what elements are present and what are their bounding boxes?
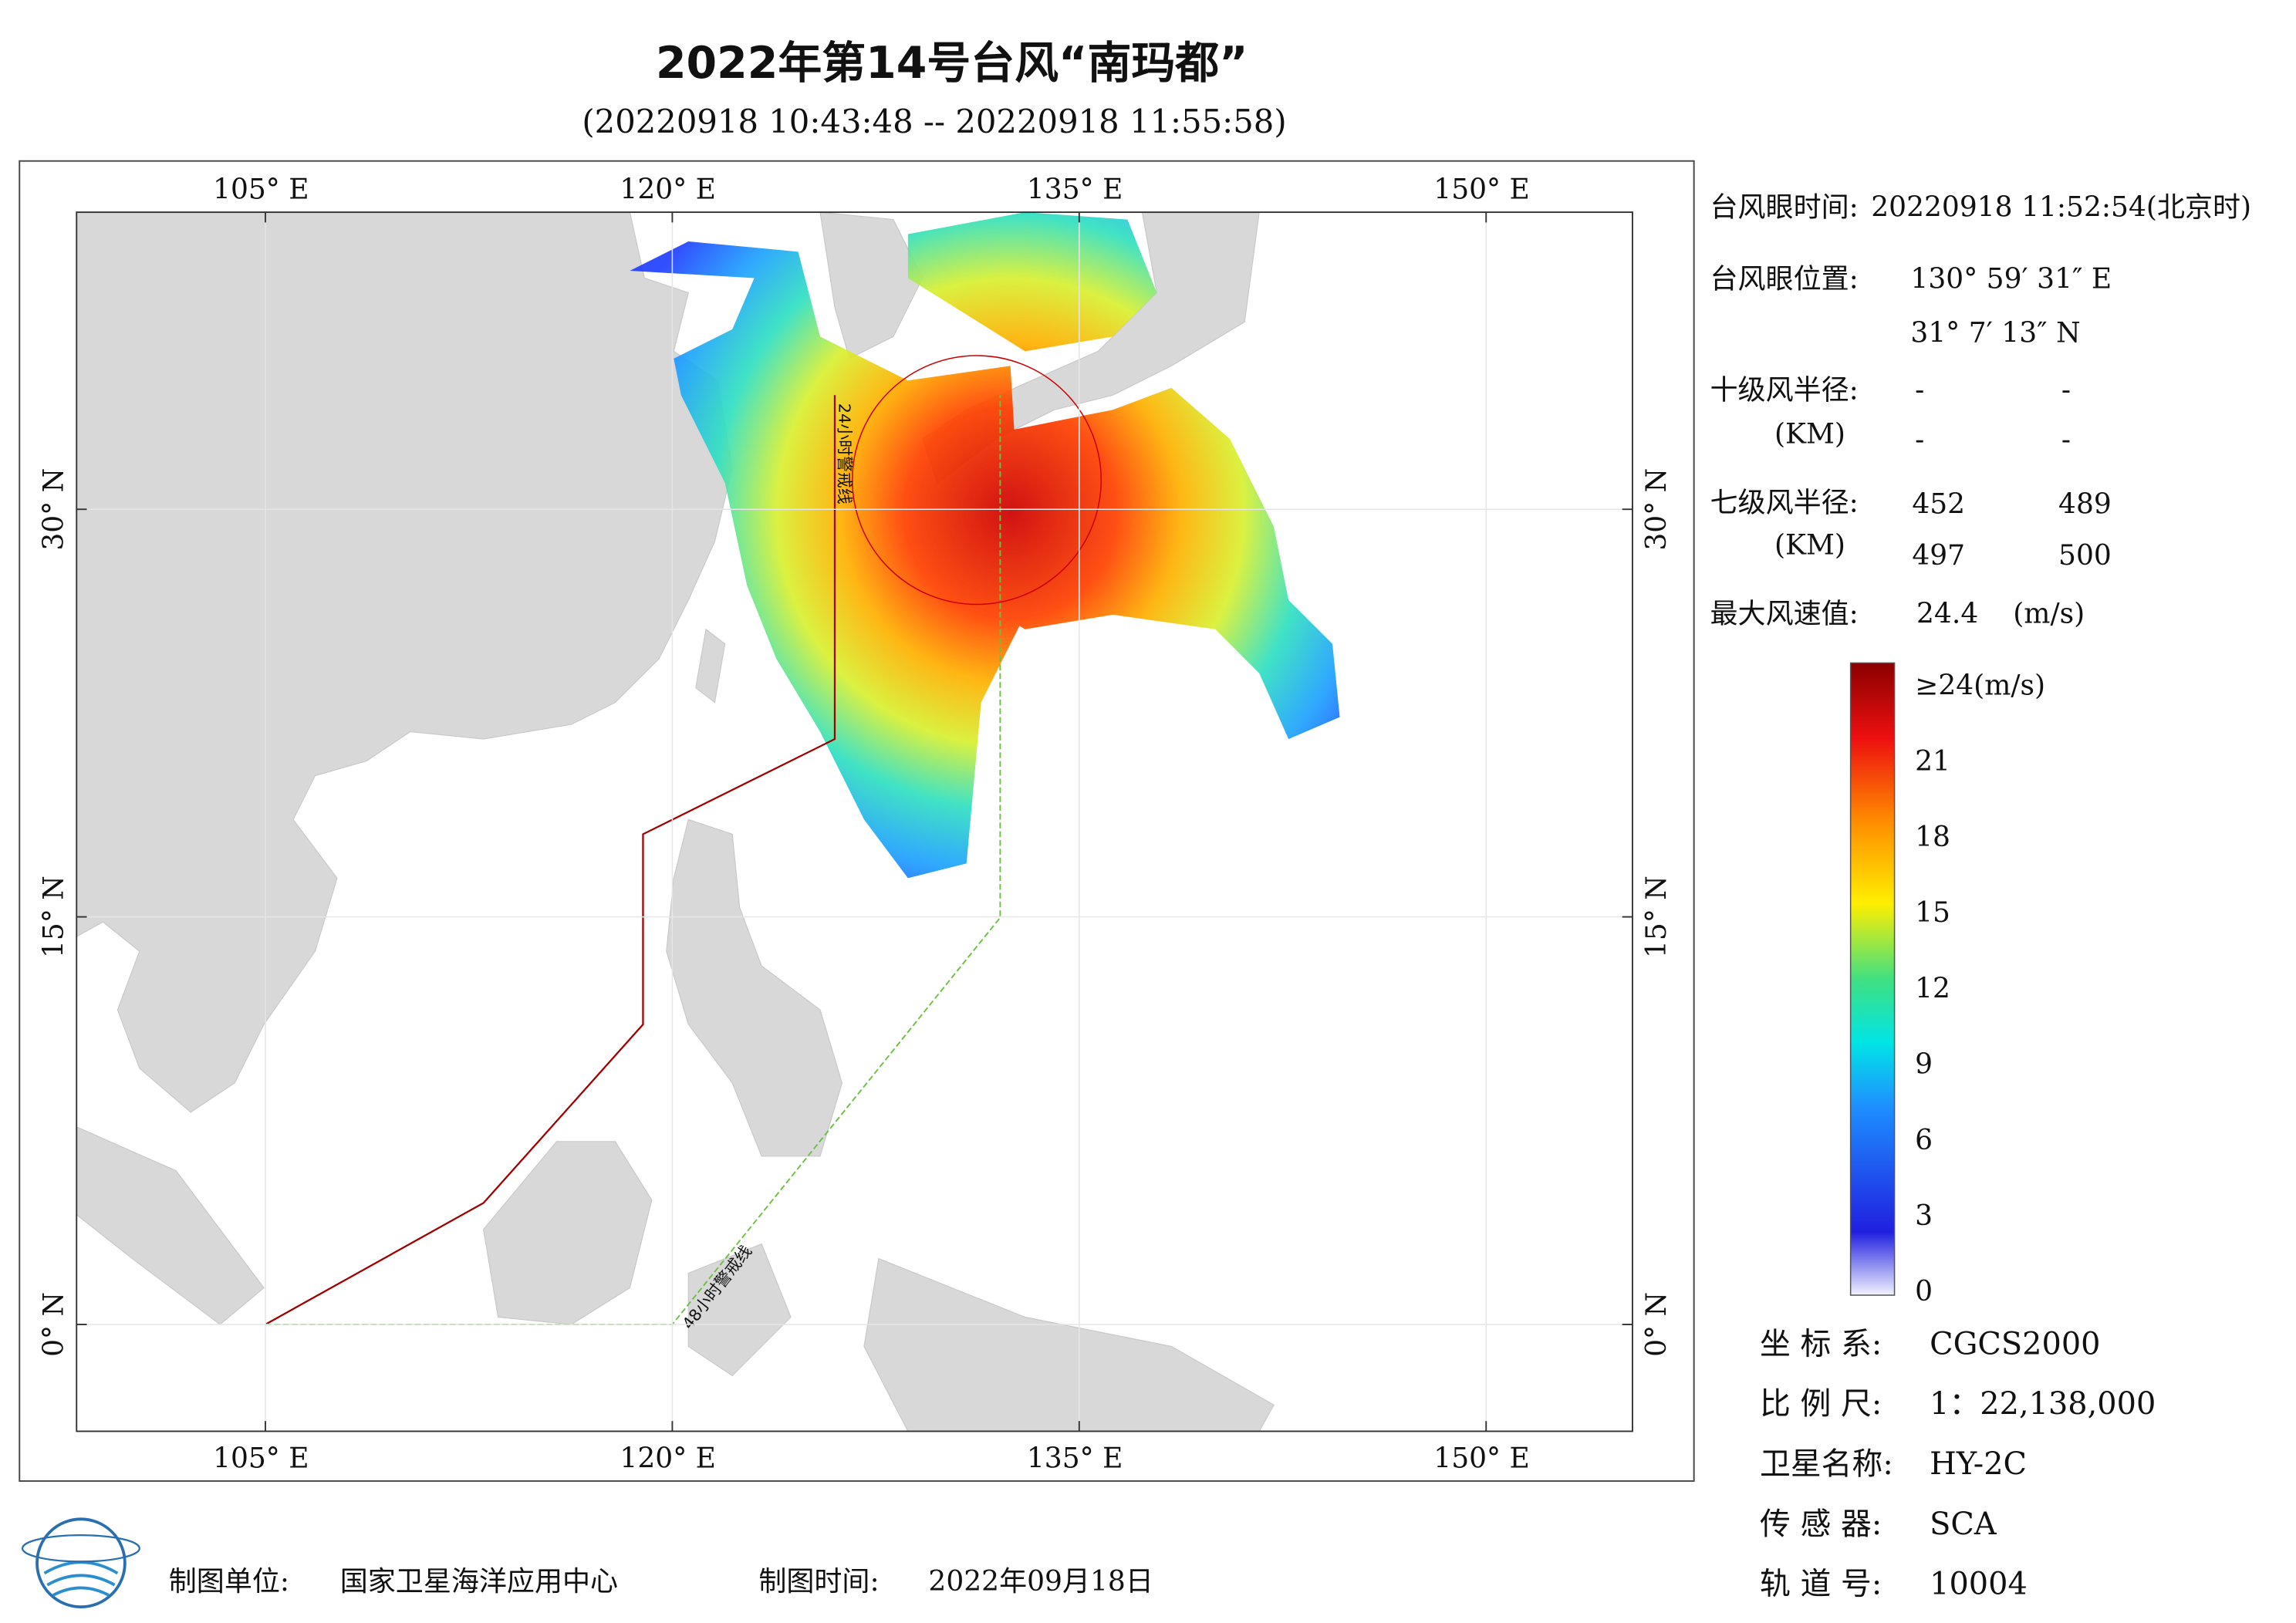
map-ticks: 105° E 105° E 120° E 120° E 135° E 135° E 150°…	[39, 174, 1673, 1475]
footer-unit-label: 制图单位:	[169, 1566, 289, 1598]
footer-time: 2022年09月18日	[928, 1566, 1153, 1598]
meta-label: 轨 道 号:	[1760, 1567, 1882, 1602]
colorbar-label: ≥24(m/s)	[1915, 670, 2045, 702]
colorbar-label: 12	[1915, 973, 1950, 1004]
max-wind-unit: (m/s)	[2013, 599, 2085, 630]
max-wind: 24.4	[1916, 599, 1978, 630]
wind-swath-west	[630, 241, 1025, 879]
warning-line-24h	[265, 395, 836, 1325]
lon-label: 105° E	[213, 174, 309, 206]
colorbar-label: 21	[1915, 746, 1950, 778]
map: 24小时警戒线 48小时警戒线	[76, 212, 1633, 1432]
wind-swath-east	[907, 212, 1340, 740]
r7-value: 489	[2058, 488, 2112, 520]
borneo	[483, 1141, 653, 1325]
r7-unit: (KM)	[1774, 530, 1845, 562]
subtitle: (20220918 10:43:48 -- 20220918 11:55:58)	[582, 103, 1286, 140]
warning-label-24h: 24小时警戒线	[835, 403, 853, 504]
lat-label: 0° N	[1641, 1292, 1673, 1357]
logo	[21, 1517, 140, 1609]
r7-value: 500	[2058, 540, 2112, 572]
colorbar-label: 6	[1915, 1125, 1933, 1156]
meta-label: 卫星名称:	[1760, 1446, 1893, 1482]
lon-label: 105° E	[213, 1442, 309, 1474]
lat-label: 30° N	[1641, 468, 1673, 551]
eye-lon: 130° 59′ 31″ E	[1910, 263, 2112, 295]
lon-label: 135° E	[1027, 1442, 1123, 1474]
lat-label: 15° N	[39, 876, 70, 958]
colorbar-label: 9	[1915, 1049, 1933, 1081]
r10-value: -	[2061, 424, 2071, 456]
taiwan	[695, 628, 726, 704]
meta-value: 1：22,138,000	[1930, 1386, 2156, 1422]
colorbar-ticks: 0 3 6 9 12 15 18 21 ≥24(m/s)	[1915, 670, 2045, 1308]
lat-label: 0° N	[39, 1292, 70, 1357]
wind-radius-circle	[852, 355, 1102, 606]
colorbar-label: 18	[1915, 822, 1950, 853]
r10-unit: (KM)	[1774, 418, 1845, 450]
wind-field	[630, 212, 1340, 879]
meta-label: 坐 标 系:	[1760, 1326, 1882, 1361]
meta-value: 10004	[1930, 1567, 2028, 1602]
colorbar-label: 0	[1915, 1276, 1933, 1308]
meta-value: SCA	[1930, 1507, 1997, 1542]
lat-label: 15° N	[1641, 876, 1673, 958]
lon-label: 150° E	[1433, 174, 1530, 206]
metadata: 坐 标 系: CGCS2000 比 例 尺: 1：22,138,000 卫星名称: HY-…	[1760, 1326, 2156, 1601]
meta-label: 比 例 尺:	[1760, 1386, 1882, 1422]
r10-value: -	[2061, 374, 2071, 406]
footer-time-label: 制图时间:	[758, 1566, 879, 1598]
title: 2022年第14号台风“南玛都”	[656, 38, 1248, 89]
lon-label: 120° E	[620, 1442, 716, 1474]
info-panel: 台风眼时间: 20220918 11:52:54(北京时) 台风眼位置: 130…	[1710, 191, 2252, 629]
r7-label: 七级风半径:	[1710, 488, 1859, 519]
lon-label: 120° E	[620, 174, 716, 206]
lat-label: 30° N	[39, 468, 70, 551]
eye-lat: 31° 7′ 13″ N	[1910, 317, 2080, 349]
max-wind-label: 最大风速值:	[1710, 599, 1859, 630]
map-border	[76, 211, 1633, 1432]
eye-time: 20220918 11:52:54(北京时)	[1871, 191, 2251, 223]
eye-pos-label: 台风眼位置:	[1710, 263, 1859, 295]
logo-orbit	[21, 1534, 140, 1563]
colorbar-label: 15	[1915, 897, 1950, 929]
sulawesi-new-guinea	[687, 1243, 1275, 1432]
meta-label: 传 感 器:	[1760, 1507, 1882, 1542]
meta-value: CGCS2000	[1930, 1326, 2100, 1361]
eye-time-label: 台风眼时间:	[1710, 191, 1859, 223]
r10-value: -	[1915, 374, 1924, 406]
colorbar	[1849, 662, 1896, 1296]
korea	[819, 212, 923, 359]
map-frame	[19, 160, 1695, 1482]
footer-unit: 国家卫星海洋应用中心	[340, 1566, 618, 1598]
lon-label: 150° E	[1433, 1442, 1530, 1474]
philippines	[666, 818, 843, 1157]
meta-value: HY-2C	[1930, 1446, 2027, 1482]
colorbar-label: 3	[1915, 1200, 1933, 1232]
r10-label: 十级风半径:	[1710, 374, 1859, 406]
r7-value: 497	[1912, 540, 1965, 572]
lon-label: 135° E	[1027, 174, 1123, 206]
r7-value: 452	[1912, 488, 1965, 520]
r10-value: -	[1915, 424, 1924, 456]
